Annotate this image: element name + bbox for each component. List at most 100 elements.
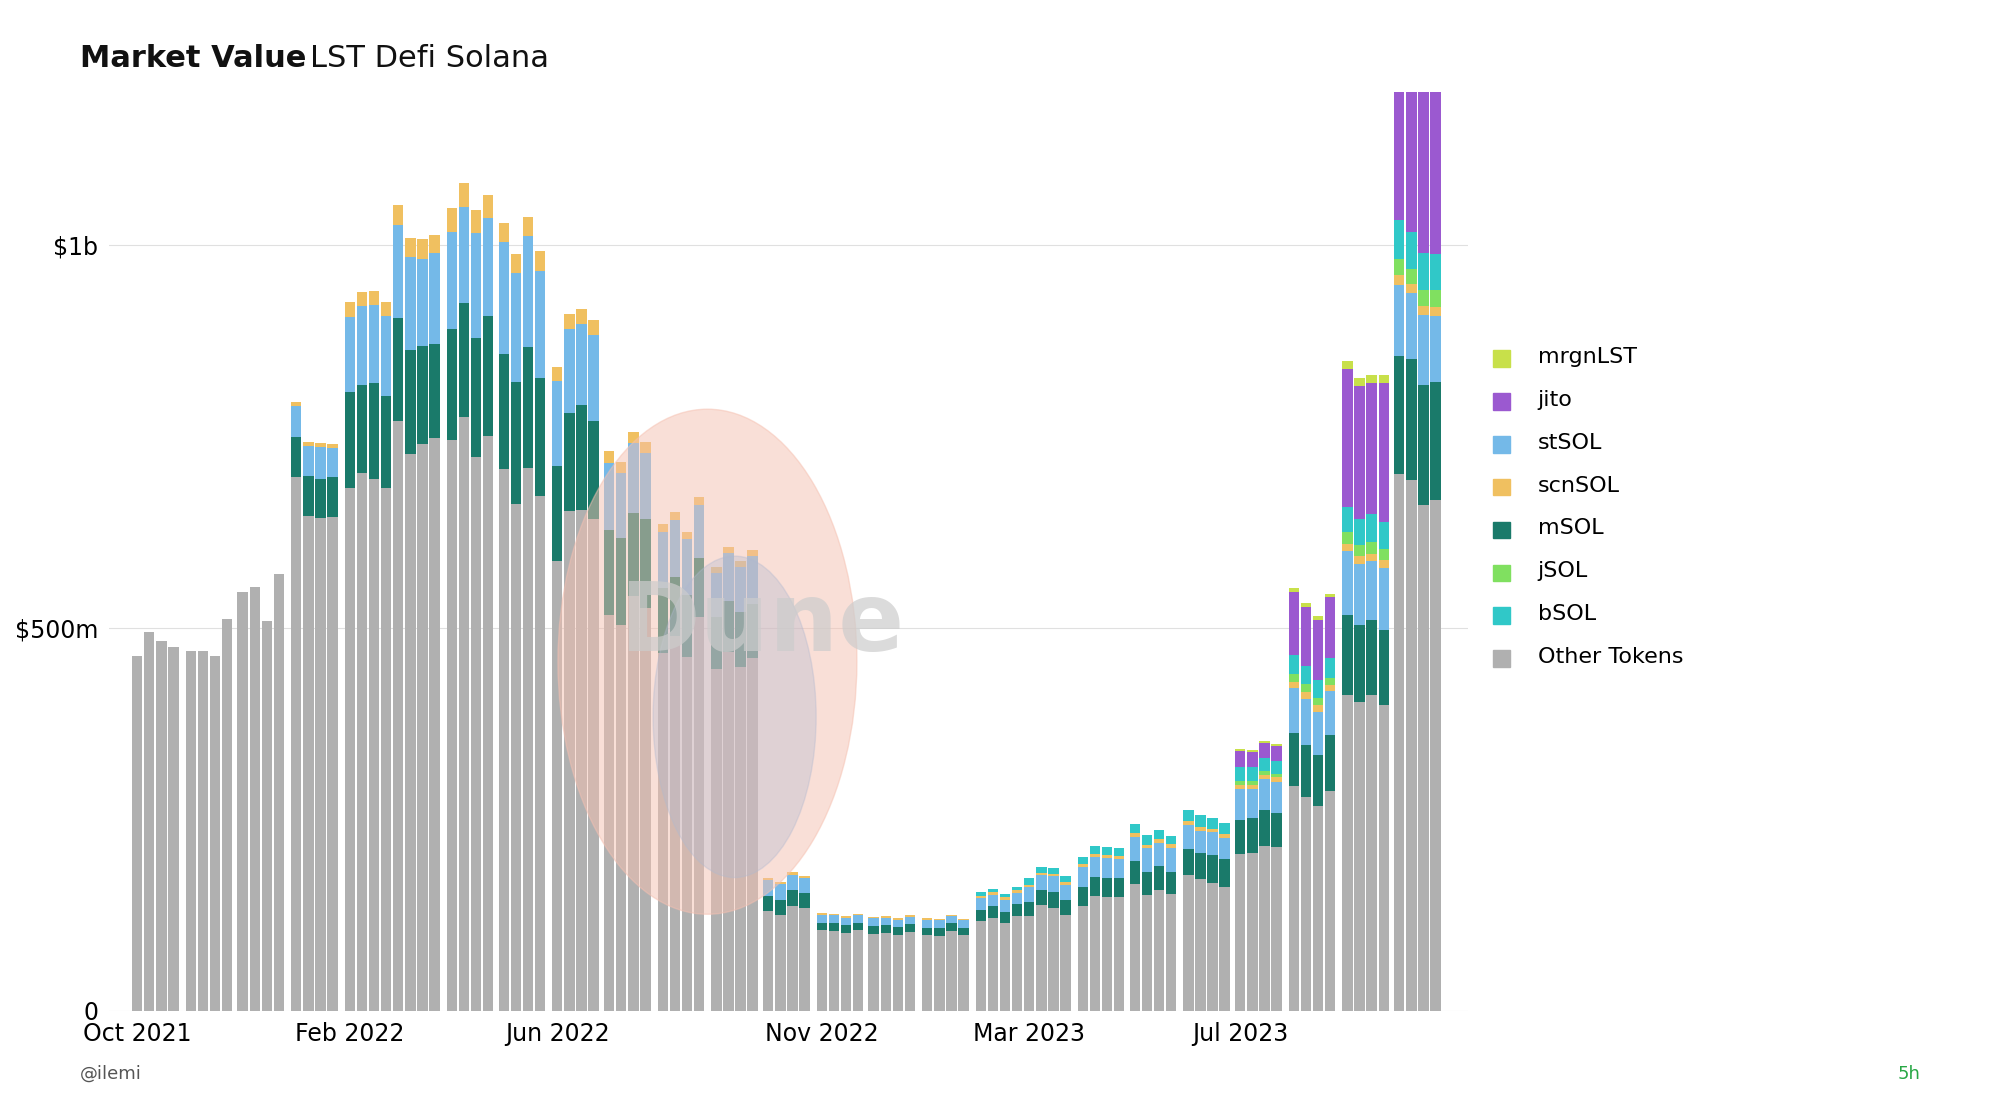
Bar [670,513,680,520]
Bar [1288,655,1300,674]
Bar [880,917,890,925]
Bar [1078,906,1088,1011]
Bar [1300,797,1312,1011]
Bar [724,652,734,1011]
Bar [470,210,482,233]
Bar [1366,620,1376,695]
Bar [482,218,494,316]
Bar [922,918,932,919]
Bar [576,404,586,509]
Bar [510,381,520,504]
Bar [788,875,798,890]
Bar [292,402,302,407]
Bar [776,884,786,901]
Bar [1406,293,1416,359]
Bar [946,915,956,916]
Bar [406,257,416,350]
Bar [976,892,986,896]
Bar [368,291,380,305]
Bar [1418,290,1428,306]
Bar [880,934,890,1011]
Bar [1324,593,1336,598]
Bar [380,397,392,488]
Bar [840,918,852,925]
Bar [1208,832,1218,855]
Bar [1102,897,1112,1011]
Ellipse shape [654,556,816,877]
Bar [1288,688,1300,733]
Bar [576,324,586,404]
Bar [380,316,392,397]
Bar [694,505,704,558]
Bar [1394,474,1404,1011]
Bar [904,917,916,924]
Bar [868,918,878,926]
Bar [1078,864,1088,867]
Bar [958,936,968,1011]
Bar [1406,232,1416,270]
Bar [748,657,758,1011]
Bar [564,413,574,511]
Bar [1342,695,1352,1011]
Bar [1418,316,1428,386]
Bar [552,466,562,561]
Bar [186,651,196,1011]
Bar [1300,666,1312,684]
Bar [1260,758,1270,771]
Bar [1154,843,1164,866]
Bar [800,875,810,878]
Bar [1378,560,1388,568]
Bar [934,928,944,936]
Bar [682,656,692,1011]
Bar [958,928,968,936]
Bar [1394,220,1404,260]
Bar [446,208,458,232]
Bar [724,547,734,552]
Bar [1142,872,1152,895]
Bar [976,896,986,898]
Bar [1324,659,1336,677]
Bar [316,478,326,517]
Bar [1430,501,1440,1011]
Bar [1272,782,1282,812]
Bar [946,924,956,932]
Bar [418,240,428,259]
Bar [736,567,746,612]
Bar [988,918,998,1011]
Bar [1394,0,1404,220]
Bar [1312,680,1324,698]
Bar [1418,386,1428,505]
Bar [892,935,904,1011]
Bar [292,407,302,438]
Bar [1288,674,1300,682]
Bar [470,233,482,338]
Bar [1208,829,1218,832]
Bar [1236,854,1246,1011]
Bar [1378,523,1388,549]
Bar [1300,745,1312,797]
Bar [1236,820,1246,854]
Bar [604,451,614,463]
Bar [1236,749,1246,750]
Bar [344,392,354,487]
Bar [1354,703,1364,1011]
Bar [1166,849,1176,872]
Bar [534,251,546,271]
Bar [658,588,668,653]
Bar [304,476,314,516]
Bar [1312,807,1324,1011]
Bar [510,504,520,1011]
Bar [1142,835,1152,845]
Bar [458,207,470,303]
Bar [394,421,404,1011]
Bar [1272,812,1282,848]
Bar [1418,253,1428,290]
Bar [616,462,626,474]
Bar [1000,923,1010,1011]
Bar [748,550,758,556]
Bar [1288,588,1300,592]
Bar [892,918,904,919]
Bar [470,338,482,457]
Bar [958,920,968,928]
Bar [1378,568,1388,630]
